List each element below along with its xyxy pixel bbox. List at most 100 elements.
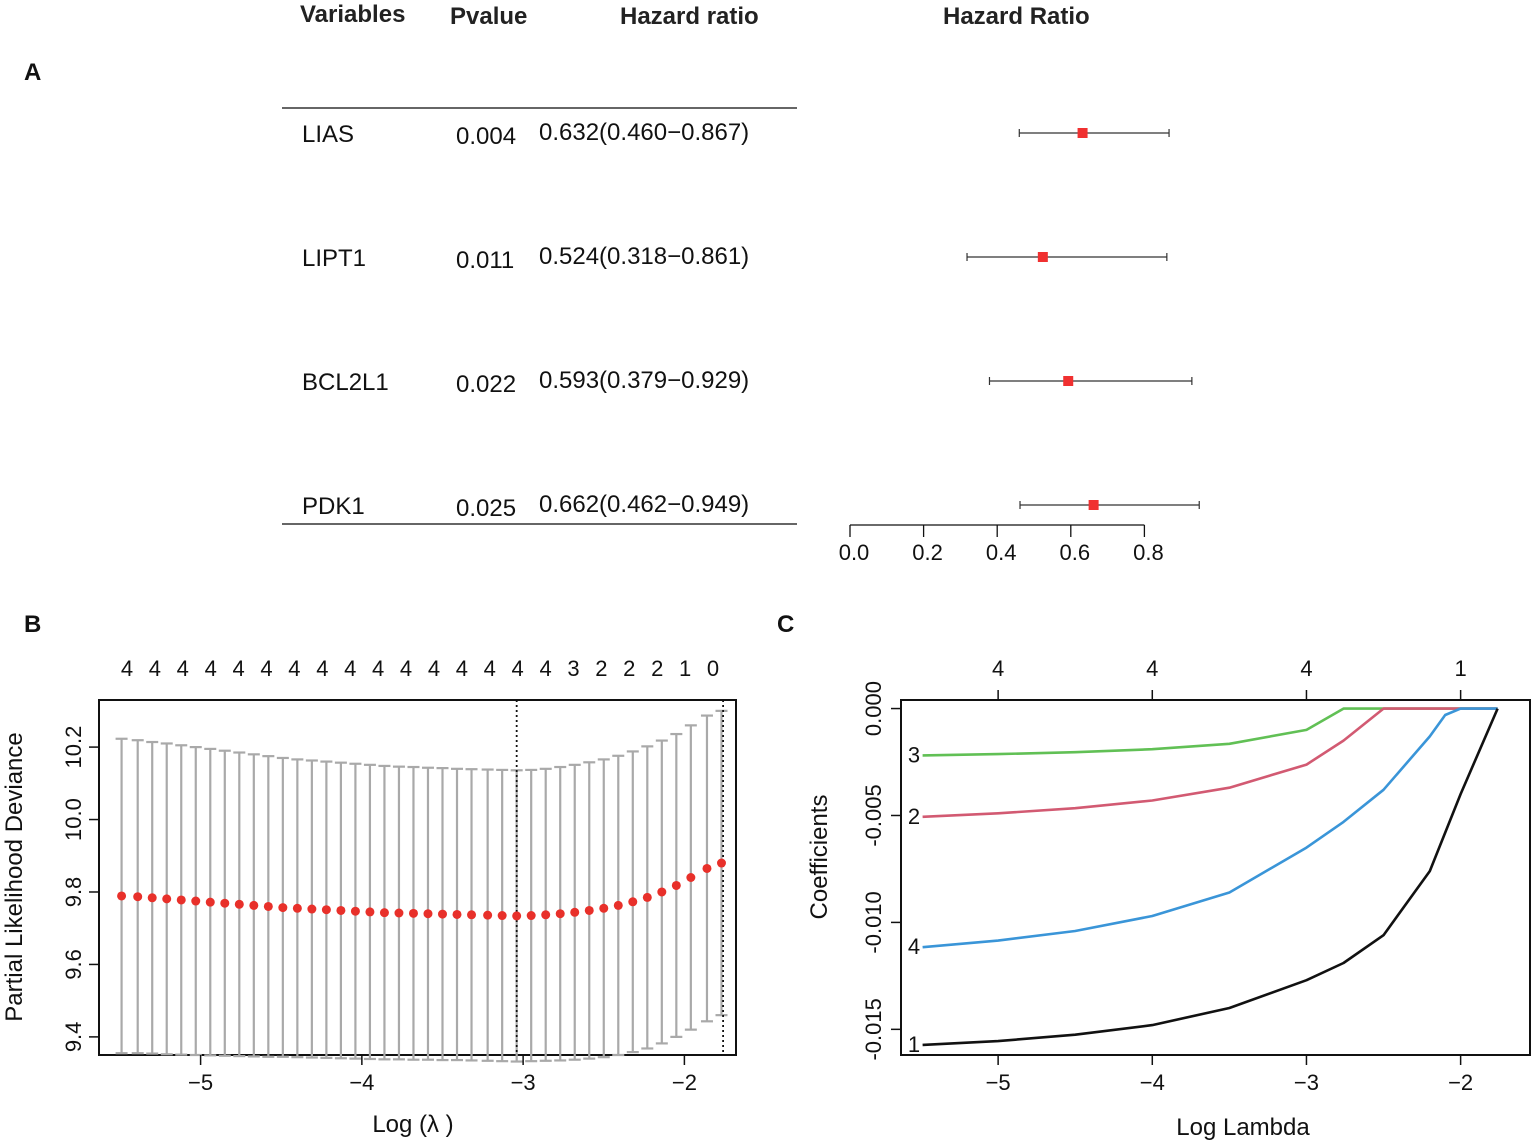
deviance-point <box>408 908 418 918</box>
deviance-point <box>702 863 712 873</box>
row-pvalue: 0.025 <box>456 495 516 522</box>
x-tick-label: −4 <box>349 1070 374 1095</box>
forest-tick-label: 0.4 <box>986 540 1017 565</box>
b-points <box>117 858 726 921</box>
top-count-label: 4 <box>232 656 244 681</box>
top-count-label: 4 <box>1146 656 1158 681</box>
hr-point <box>1077 128 1088 138</box>
panel-label-c: C <box>777 611 794 638</box>
b-reference-lines <box>515 700 724 1055</box>
top-count-label: 4 <box>344 656 356 681</box>
deviance-point <box>147 893 157 903</box>
deviance-point <box>613 900 623 910</box>
deviance-point <box>467 910 477 920</box>
top-count-label: 4 <box>177 656 189 681</box>
header-variables: Variables <box>300 1 405 28</box>
deviance-point <box>307 904 317 914</box>
row-pvalue: 0.022 <box>456 371 516 398</box>
row-hazard-ratio: 0.662(0.462−0.949) <box>539 491 749 518</box>
row-variable: LIAS <box>302 121 354 148</box>
deviance-point <box>452 909 462 919</box>
hr-point <box>1088 500 1099 510</box>
header-hazard-ratio-col: Hazard ratio <box>620 3 759 30</box>
panel-label-a: A <box>24 59 41 86</box>
top-count-label: 2 <box>651 656 663 681</box>
top-count-label: 4 <box>456 656 468 681</box>
x-tick-label: −5 <box>188 1070 213 1095</box>
top-count-label: 4 <box>372 656 384 681</box>
top-count-label: 4 <box>288 656 300 681</box>
deviance-point <box>278 903 288 913</box>
deviance-point <box>599 903 609 913</box>
top-count-label: 4 <box>1300 656 1312 681</box>
b-errorbars <box>115 709 728 1063</box>
top-count-label: 4 <box>512 656 524 681</box>
forest-tick-label: 0.8 <box>1133 540 1164 565</box>
row-pvalue: 0.011 <box>456 247 514 274</box>
series-label: 3 <box>908 742 920 767</box>
y-tick-label: 9.4 <box>61 1022 86 1053</box>
deviance-point <box>292 903 302 913</box>
forest-tick-label: 0.2 <box>912 540 943 565</box>
c-y-axis-label: Coefficients <box>806 795 833 920</box>
deviance-point <box>423 909 433 919</box>
deviance-point <box>657 887 667 897</box>
forest-tick-label: 0.0 <box>839 540 870 565</box>
series-label: 4 <box>908 934 920 959</box>
x-tick-label: −3 <box>1294 1070 1319 1095</box>
deviance-point <box>249 900 259 910</box>
top-count-label: 4 <box>316 656 328 681</box>
y-tick-label: 10.2 <box>61 726 86 769</box>
top-count-label: 4 <box>539 656 551 681</box>
coefficient-path-plot: C 3 2 4 1 −5 −4 −3 −2 0.000 -0.005 -0.010 -0.015 4 4… <box>777 611 1531 1141</box>
top-count-label: 2 <box>623 656 635 681</box>
series-label: 2 <box>908 804 920 829</box>
deviance-point <box>379 908 389 918</box>
forest-tick-label: 0.6 <box>1060 540 1091 565</box>
deviance-point <box>584 905 594 915</box>
deviance-point <box>526 911 536 921</box>
y-tick-label: -0.005 <box>861 784 886 846</box>
deviance-point <box>365 907 375 917</box>
y-tick-label: 9.8 <box>61 877 86 908</box>
deviance-point <box>483 910 493 920</box>
top-count-label: 1 <box>679 656 691 681</box>
b-y-axis-label: Partial Likelihood Deviance <box>1 732 28 1022</box>
coefficient-path-1 <box>922 708 1499 1047</box>
top-count-label: 4 <box>992 656 1004 681</box>
hr-point <box>1037 252 1048 262</box>
forest-title: Hazard Ratio <box>943 3 1090 30</box>
forest-x-axis: 0.0 0.2 0.4 0.6 0.8 <box>839 524 1164 565</box>
x-tick-label: −2 <box>672 1070 697 1095</box>
b-axes: −5 −4 −3 −29.49.69.810.010.24 4 4 4 4 4 4 4 4 4 4 4 4 4 4… <box>61 656 719 1095</box>
x-tick-label: −2 <box>1448 1070 1473 1095</box>
hr-point <box>1063 376 1074 386</box>
row-variable: BCL2L1 <box>302 369 389 396</box>
y-tick-label: 0.000 <box>861 681 886 736</box>
deviance-point <box>394 908 404 918</box>
deviance-point <box>220 898 230 908</box>
top-count-label: 4 <box>400 656 412 681</box>
coefficient-path-2 <box>922 707 1498 819</box>
top-count-label: 4 <box>428 656 440 681</box>
deviance-point <box>234 899 244 909</box>
b-x-axis-label: Log (λ ) <box>372 1111 453 1138</box>
top-count-label: 1 <box>1455 656 1467 681</box>
y-tick-label: -0.015 <box>861 998 886 1060</box>
x-tick-label: −5 <box>986 1070 1011 1095</box>
y-tick-label: -0.010 <box>861 891 886 953</box>
deviance-point <box>205 897 215 907</box>
coefficient-path-3 <box>922 707 1498 757</box>
deviance-point <box>570 907 580 917</box>
coefficient-path-4 <box>922 707 1498 949</box>
deviance-point <box>716 858 726 868</box>
row-variable: LIPT1 <box>302 245 366 272</box>
top-count-label: 2 <box>595 656 607 681</box>
top-count-label: 0 <box>707 656 719 681</box>
x-tick-label: −4 <box>1140 1070 1165 1095</box>
c-axes: −5 −4 −3 −2 0.000 -0.005 -0.010 -0.015 4 4 4 1 <box>861 656 1473 1095</box>
deviance-point <box>162 894 172 904</box>
deviance-point <box>555 909 565 919</box>
top-count-label: 4 <box>484 656 496 681</box>
deviance-point <box>628 897 638 907</box>
